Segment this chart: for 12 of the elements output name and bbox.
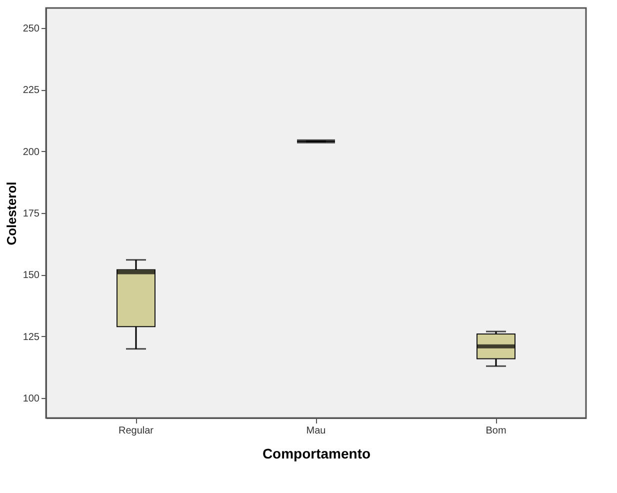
x-tick-label: Mau [306, 426, 326, 436]
y-tick-label: 125 [22, 332, 40, 343]
y-tick-label: 225 [22, 85, 40, 96]
y-tick-label: 200 [22, 146, 40, 158]
y-axis-title: Colesterol [4, 182, 19, 246]
x-axis-title: Comportamento [262, 446, 371, 462]
x-tick-label: Bom [486, 426, 506, 436]
y-tick-label: 250 [22, 23, 40, 34]
y-tick-label: 150 [22, 270, 40, 282]
x-tick-label: Regular [118, 426, 154, 436]
y-tick-label: 175 [22, 208, 40, 220]
y-tick-label: 100 [22, 394, 40, 405]
